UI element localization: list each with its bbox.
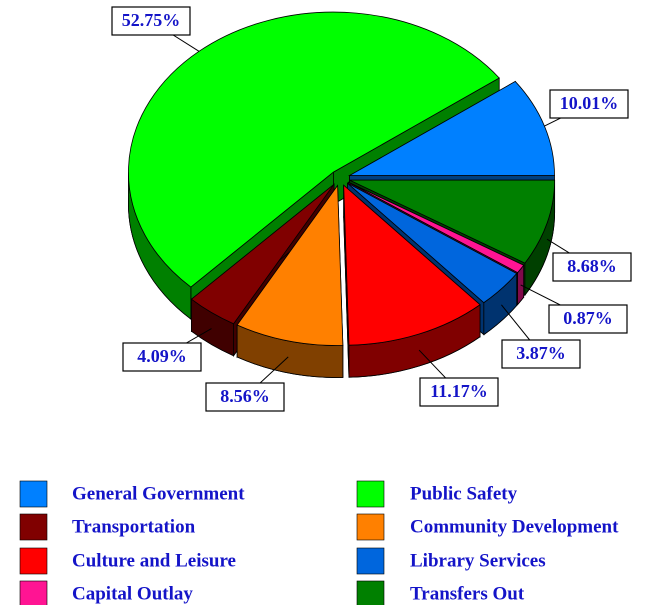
- slice: [347, 80, 555, 176]
- data-label: 3.87%: [516, 343, 566, 363]
- slice: [190, 183, 335, 325]
- data-label: 10.01%: [560, 93, 619, 113]
- data-label: 0.87%: [563, 308, 613, 328]
- legend-swatch: [356, 547, 385, 575]
- label-box: [501, 339, 581, 369]
- slice: [348, 181, 525, 274]
- data-label: 8.68%: [567, 256, 617, 276]
- slice: [349, 179, 556, 264]
- legend-swatch: [356, 513, 385, 541]
- label-box: [205, 382, 285, 412]
- slice: [347, 182, 518, 304]
- data-label: 52.75%: [122, 10, 181, 30]
- data-label: 11.17%: [430, 381, 488, 401]
- label-box: [552, 252, 632, 282]
- label-box: [419, 377, 499, 407]
- slice: [343, 184, 481, 346]
- data-label: 8.56%: [220, 386, 270, 406]
- legend-swatch: [356, 480, 385, 508]
- legend-label: Library Services: [410, 550, 546, 571]
- label-box: [122, 342, 202, 372]
- legend-swatch: [19, 513, 48, 541]
- slice: [128, 11, 500, 288]
- legend-swatch: [19, 547, 48, 575]
- label-box: [549, 89, 629, 119]
- data-label: 4.09%: [137, 346, 187, 366]
- legend-label: Community Development: [410, 516, 619, 537]
- legend-swatch: [19, 580, 48, 605]
- legend-label: Public Safety: [410, 483, 518, 504]
- legend-swatch: [19, 480, 48, 508]
- legend-label: Culture and Leisure: [72, 550, 236, 571]
- legend-label: Transportation: [72, 516, 196, 537]
- legend-label: General Government: [72, 483, 245, 504]
- label-box: [548, 304, 628, 334]
- legend-swatch: [356, 580, 385, 605]
- label-box: [111, 6, 191, 36]
- slice: [236, 184, 344, 346]
- legend-label: Capital Outlay: [72, 583, 193, 604]
- legend-label: Transfers Out: [410, 583, 525, 604]
